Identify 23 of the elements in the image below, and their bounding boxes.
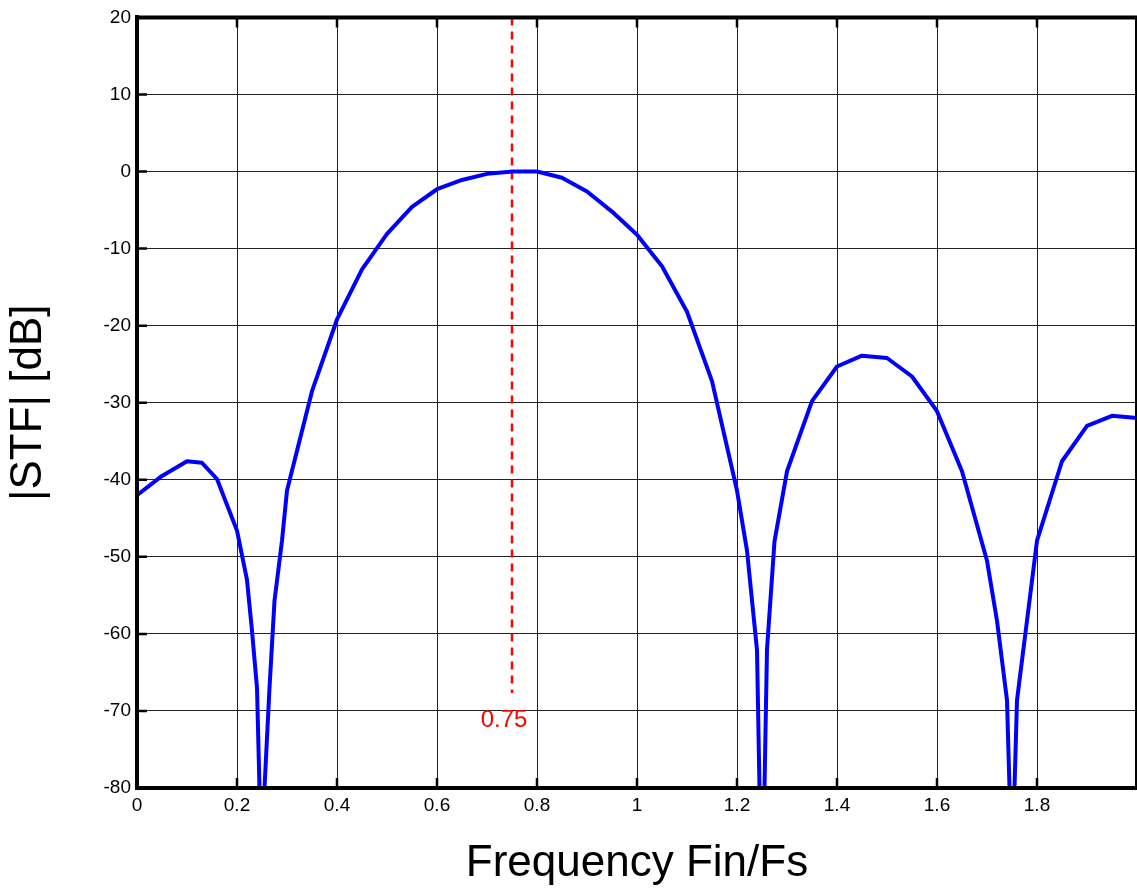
y-tick-label: -50 xyxy=(103,545,131,567)
x-tick-label: 0.6 xyxy=(423,793,451,815)
y-tick-label: 10 xyxy=(109,82,131,104)
y-tick-label: 20 xyxy=(109,5,131,27)
y-tick-label: -20 xyxy=(103,313,131,335)
y-tick-label: 0 xyxy=(120,159,131,181)
ref-line-label: 0.75 xyxy=(480,704,528,732)
x-tick-label: 0.8 xyxy=(523,793,551,815)
y-tick-label: -10 xyxy=(103,236,131,258)
x-tick-label: 1.4 xyxy=(823,793,851,815)
x-tick-label: 0.4 xyxy=(323,793,351,815)
x-axis-title: Frequency Fin/Fs xyxy=(465,835,809,885)
y-axis-title: |STF| [dB] xyxy=(0,304,50,501)
x-tick-label: 1 xyxy=(631,793,643,815)
y-tick-label: -60 xyxy=(103,622,131,644)
y-tick-label: -70 xyxy=(103,699,131,721)
x-tick-label: 1.6 xyxy=(923,793,951,815)
y-tick-label: -30 xyxy=(103,390,131,412)
x-tick-label: 1.8 xyxy=(1023,793,1051,815)
x-tick-label: 1.2 xyxy=(723,793,751,815)
y-tick-label: -40 xyxy=(103,467,131,489)
x-tick-label: 0.2 xyxy=(223,793,251,815)
y-tick-label: -80 xyxy=(103,776,131,798)
